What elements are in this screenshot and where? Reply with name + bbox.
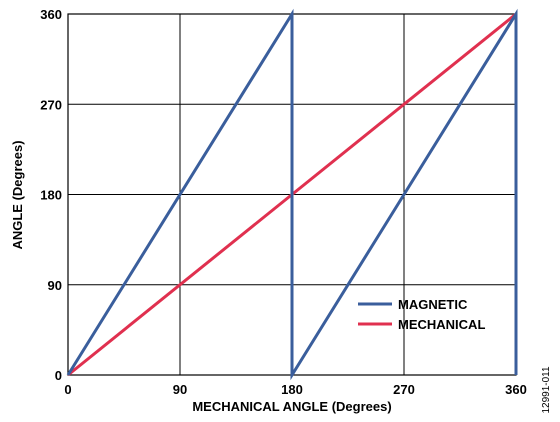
x-tick-label-2: 180 (281, 382, 303, 397)
tick-labels: 0 90 180 270 360 0 90 180 270 360 (40, 7, 527, 397)
legend-label-magnetic: MAGNETIC (398, 297, 468, 312)
y-tick-label-2: 180 (40, 188, 62, 203)
legend-label-mechanical: MECHANICAL (398, 317, 485, 332)
y-tick-label-1: 90 (48, 278, 62, 293)
series-line-magnetic (66, 8, 518, 381)
figure-id: 12991-011 (541, 366, 552, 414)
x-tick-label-1: 90 (173, 382, 187, 397)
y-tick-label-4: 360 (40, 7, 62, 22)
y-axis-title: ANGLE (Degrees) (10, 140, 25, 249)
legend: MAGNETIC MECHANICAL (358, 297, 485, 332)
x-tick-label-4: 360 (505, 382, 527, 397)
x-axis-title: MECHANICAL ANGLE (Degrees) (192, 399, 391, 414)
y-tick-label-0: 0 (55, 368, 62, 383)
series-layer (66, 8, 518, 381)
y-tick-label-3: 270 (40, 97, 62, 112)
x-tick-label-3: 270 (393, 382, 415, 397)
x-tick-label-0: 0 (64, 382, 71, 397)
